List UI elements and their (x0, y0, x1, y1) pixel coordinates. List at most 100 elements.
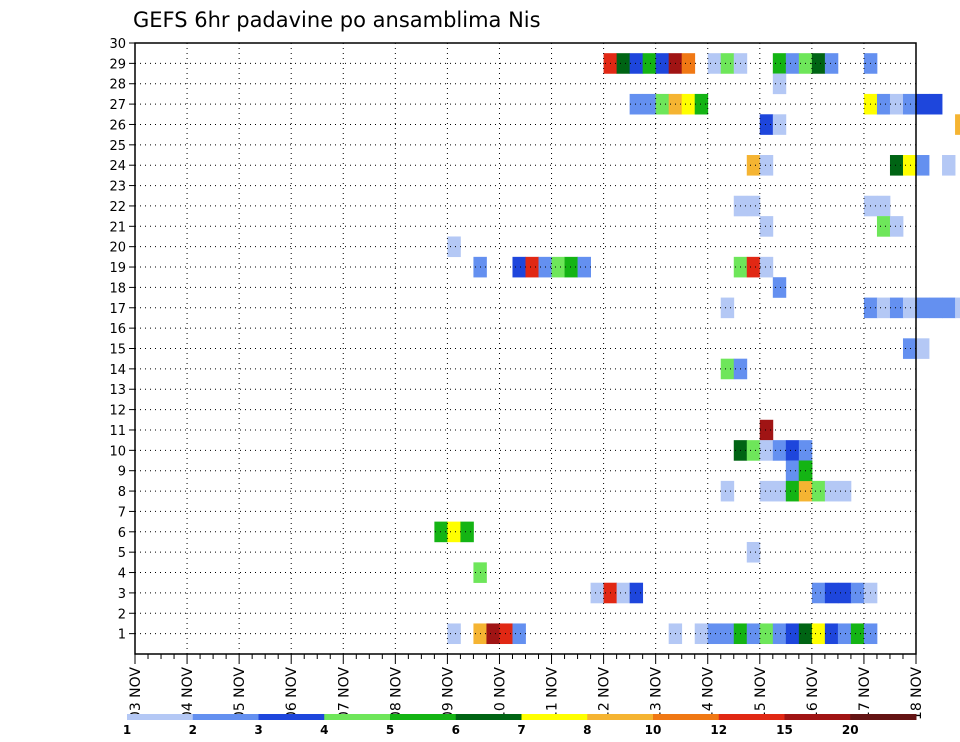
heatmap-cell (785, 480, 800, 502)
heatmap-cell (942, 155, 956, 176)
colorbar-label: 4 (320, 723, 328, 737)
heatmap-cell (785, 460, 800, 482)
heatmap-cell (889, 216, 904, 237)
colorbar-segment (587, 714, 654, 720)
x-tick-label: 05 NOV (232, 667, 248, 721)
x-tick-label: 11 NOV (545, 667, 561, 721)
y-tick-label: 26 (109, 118, 126, 133)
colorbar-label: 7 (517, 723, 525, 737)
heatmap-cell (837, 623, 852, 645)
colorbar-label: 8 (583, 723, 591, 737)
heatmap-cell (824, 480, 839, 502)
heatmap-cell (785, 53, 800, 74)
heatmap-cell (746, 440, 761, 461)
colorbar-label: 3 (254, 723, 262, 737)
heatmap-cell (916, 93, 930, 115)
colorbar-label: 12 (710, 723, 727, 737)
heatmap-cell (512, 623, 526, 645)
heatmap-cell (785, 623, 800, 645)
heatmap-cell (512, 256, 526, 278)
x-tick-label: 14 NOV (701, 667, 717, 721)
heatmap-cell (929, 93, 943, 115)
y-tick-label: 5 (118, 546, 126, 561)
y-tick-label: 10 (109, 444, 126, 459)
colorbar-label: 10 (645, 723, 662, 737)
heatmap-cell (811, 623, 826, 645)
heatmap-cell (876, 216, 891, 237)
heatmap-cell (720, 480, 735, 502)
colorbar-segment (718, 714, 785, 720)
heatmap-cell (955, 114, 960, 135)
y-tick-label: 14 (109, 363, 126, 378)
y-tick-label: 20 (109, 241, 126, 256)
x-tick-label: 16 NOV (805, 667, 821, 721)
x-axis: 03 NOV 04 NOV 05 NOV 06 NOV 07 NOV 08 NOV 09 N… (128, 654, 925, 720)
colorbar-label: 2 (189, 723, 197, 737)
heatmap-cell (955, 297, 960, 319)
heatmap-cell (772, 480, 787, 502)
heatmap-cell (655, 93, 670, 115)
y-tick-label: 6 (118, 526, 126, 541)
heatmap-cell (525, 256, 539, 278)
y-tick-label: 24 (109, 159, 126, 174)
colorbar-segment (258, 714, 325, 720)
heatmap-cell (746, 155, 761, 176)
heatmap-cell (759, 216, 774, 237)
cells-layer (434, 53, 960, 645)
y-tick-label: 30 (109, 37, 126, 52)
y-tick-label: 17 (109, 302, 126, 317)
heatmap-cell (772, 277, 787, 298)
heatmap-cell (759, 419, 774, 441)
chart-title: GEFS 6hr padavine po ansamblima Nis (133, 8, 541, 32)
y-tick-label: 25 (109, 139, 126, 154)
heatmap-cell (876, 297, 891, 319)
heatmap-cell (902, 93, 917, 115)
y-tick-label: 3 (118, 587, 126, 602)
y-tick-label: 19 (109, 261, 126, 276)
heatmap-cell (460, 521, 474, 543)
heatmap-cell (876, 93, 891, 115)
heatmap-cell (916, 297, 930, 319)
x-tick-label: 18 NOV (909, 667, 925, 721)
heatmap-cell (772, 114, 787, 135)
y-tick-label: 22 (109, 200, 126, 215)
heatmap-cell (746, 195, 761, 217)
heatmap-cell (616, 582, 631, 604)
heatmap-cell (837, 582, 852, 604)
y-tick-label: 13 (109, 383, 126, 398)
heatmap-cell (889, 297, 904, 319)
x-tick-label: 04 NOV (180, 667, 196, 721)
heatmap-cell (590, 582, 604, 604)
heatmap-cell (902, 155, 917, 176)
heatmap-cell (942, 297, 956, 319)
heatmap-cell (850, 623, 865, 645)
y-tick-label: 9 (118, 465, 126, 480)
y-tick-label: 15 (109, 343, 126, 358)
y-tick-label: 27 (109, 98, 126, 113)
x-tick-label: 13 NOV (649, 667, 665, 721)
heatmap-cell (811, 53, 826, 74)
colorbar-segment (455, 714, 522, 720)
heatmap-cell (889, 93, 904, 115)
heatmap-cell (642, 53, 657, 74)
x-tick-label: 07 NOV (336, 667, 352, 721)
heatmap-cell (772, 440, 787, 461)
colorbar-label: 6 (452, 723, 460, 737)
x-tick-label: 17 NOV (857, 667, 873, 721)
y-tick-label: 18 (109, 281, 126, 296)
colorbar-segment (850, 714, 917, 720)
y-axis: 1234567891011121314151617181920212223242… (109, 37, 135, 643)
heatmap-cell (811, 582, 826, 604)
heatmap-cell (902, 297, 917, 319)
heatmap-cell (720, 358, 735, 380)
heatmap-cell (824, 623, 839, 645)
heatmap-cell (811, 480, 826, 502)
x-tick-label: 10 NOV (492, 667, 508, 721)
colorbar-segment (521, 714, 588, 720)
heatmap-cell (447, 236, 461, 258)
heatmap-cell (824, 53, 839, 74)
colorbar-label: 20 (842, 723, 859, 737)
heatmap-cell (629, 93, 644, 115)
x-tick-label: 06 NOV (284, 667, 300, 721)
